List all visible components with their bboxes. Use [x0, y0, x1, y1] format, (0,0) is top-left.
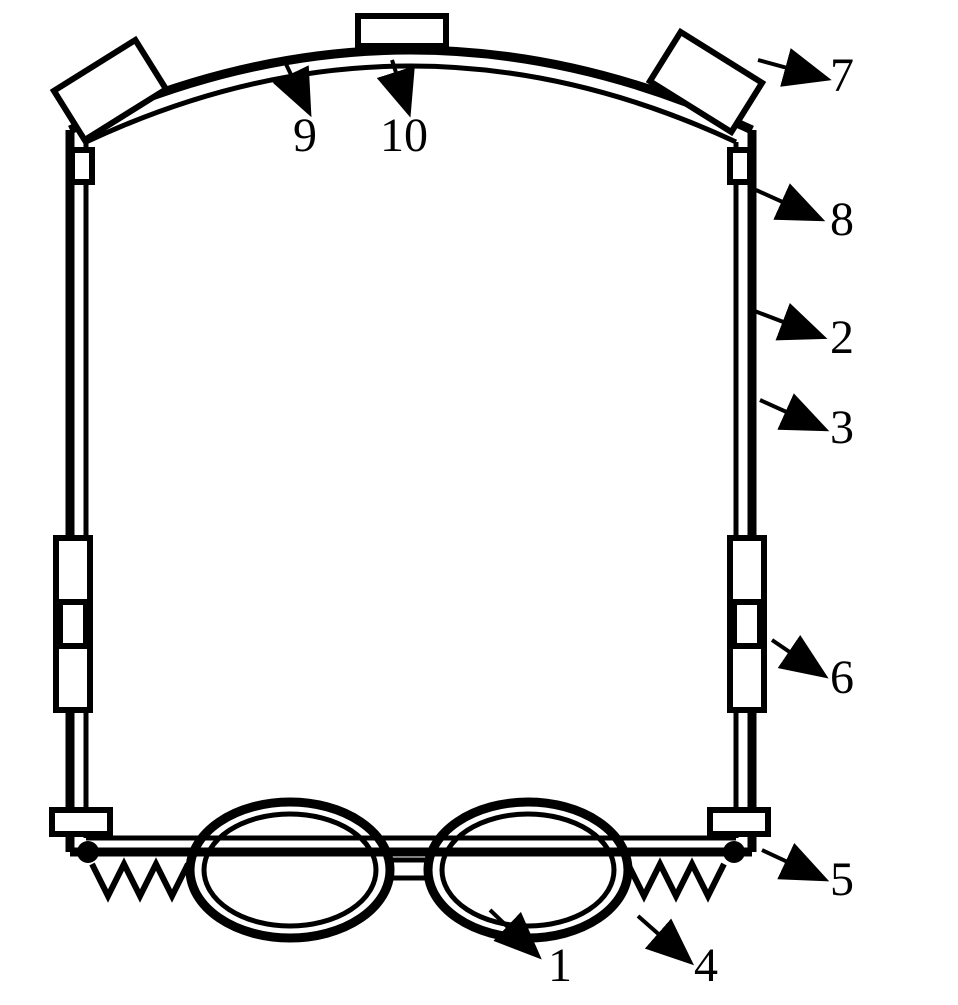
left-spring [92, 864, 188, 896]
right-bottom-box [710, 810, 768, 834]
arrow-6 [772, 640, 822, 674]
label-1: 1 [548, 938, 572, 993]
arrow-2 [752, 310, 820, 336]
label-9: 9 [293, 108, 317, 163]
glasses-group [190, 802, 628, 938]
label-6: 6 [830, 650, 854, 705]
diagram-container: 1 4 5 6 3 2 8 7 9 10 [0, 0, 958, 1000]
label-7: 7 [830, 48, 854, 103]
arrow-4 [638, 916, 688, 960]
frame-group [70, 50, 752, 852]
arrow-7 [758, 60, 824, 78]
label-8: 8 [830, 192, 854, 247]
left-bottom-box [52, 810, 110, 834]
left-lens-inner [204, 814, 376, 926]
label-2: 2 [830, 310, 854, 365]
arrow-5 [762, 850, 822, 878]
diagram-svg [0, 0, 958, 1000]
label-10: 10 [380, 108, 428, 163]
arrow-3 [760, 400, 822, 428]
pillar-top-left [72, 150, 92, 182]
top-right-box [650, 32, 762, 132]
label-5: 5 [830, 852, 854, 907]
left-lens-outer [190, 802, 390, 938]
left-mid-inner-box [60, 602, 86, 646]
right-dot [723, 841, 745, 863]
right-lens-inner [442, 814, 614, 926]
label-3: 3 [830, 400, 854, 455]
top-center-box [358, 16, 446, 46]
arrow-8 [756, 190, 818, 218]
right-mid-inner-box [734, 602, 760, 646]
right-lens-outer [428, 802, 628, 938]
arrow-9 [284, 60, 308, 110]
left-dot [77, 841, 99, 863]
label-4: 4 [694, 938, 718, 993]
right-spring [628, 864, 724, 896]
pillar-top-right [730, 150, 750, 182]
